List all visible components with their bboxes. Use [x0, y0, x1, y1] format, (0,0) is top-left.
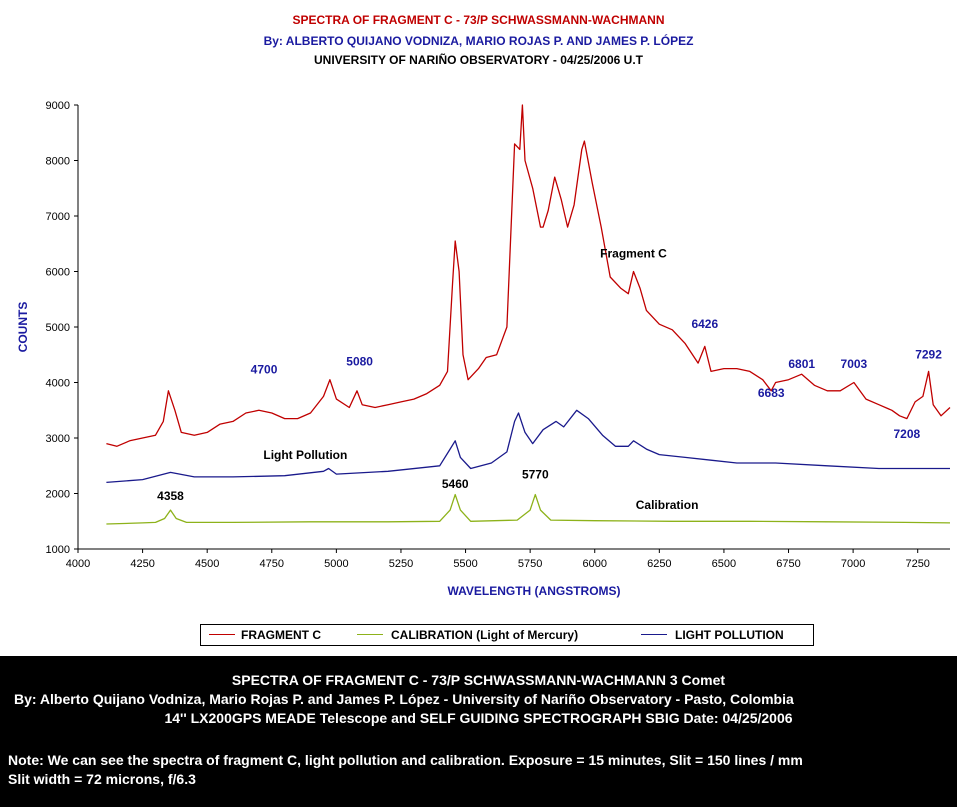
x-tick-label: 6250: [647, 558, 671, 570]
annotation-label: Fragment C: [600, 247, 667, 261]
x-tick-label: 5250: [389, 558, 413, 570]
chart-title: SPECTRA OF FRAGMENT C - 73/P SCHWASSMANN…: [292, 13, 665, 27]
annotation-label: 6801: [788, 357, 815, 371]
x-axis-title: WAVELENGTH (ANGSTROMS): [447, 584, 620, 598]
y-tick-label: 2000: [46, 489, 70, 501]
annotation-label: 6426: [691, 317, 718, 331]
x-tick-label: 5500: [453, 558, 477, 570]
footer-slit: Slit width = 72 microns, f/6.3: [8, 771, 196, 787]
y-tick-label: 1000: [46, 544, 70, 556]
annotation-label: 4700: [251, 363, 278, 377]
legend-label-fragment: FRAGMENT C: [241, 628, 321, 642]
legend-label-pollution: LIGHT POLLUTION: [675, 628, 784, 642]
x-tick-label: 6000: [582, 558, 606, 570]
annotation-label: 7208: [894, 427, 921, 441]
y-axis-title: COUNTS: [16, 302, 30, 353]
legend-swatch-calibration: [357, 634, 383, 635]
annotation-label: 5770: [522, 468, 549, 482]
legend-swatch-fragment: [209, 634, 235, 635]
spectrum-chart: 1000 2000 3000 4000 5000 6000 7000 8000 9000 4000…: [16, 100, 951, 598]
x-tick-label: 4000: [66, 558, 90, 570]
footer-note: Note: We can see the spectra of fragment…: [8, 752, 803, 768]
x-tick-label: 7000: [841, 558, 865, 570]
chart-authors: By: ALBERTO QUIJANO VODNIZA, MARIO ROJAS…: [263, 34, 694, 48]
x-tick-label: 4750: [260, 558, 284, 570]
chart-legend: FRAGMENT C CALIBRATION (Light of Mercury…: [200, 624, 814, 646]
x-tick-label: 7250: [905, 558, 929, 570]
footer-authors: By: Alberto Quijano Vodniza, Mario Rojas…: [14, 691, 794, 707]
annotation-label: Calibration: [636, 498, 699, 512]
x-tick-label: 6500: [712, 558, 736, 570]
chart-observatory: UNIVERSITY OF NARIÑO OBSERVATORY - 04/25…: [314, 53, 643, 67]
annotation-label: 4358: [157, 489, 184, 503]
x-tick-label: 5750: [518, 558, 542, 570]
x-tick-label: 4500: [195, 558, 219, 570]
footer-equipment: 14'' LX200GPS MEADE Telescope and SELF G…: [164, 710, 793, 726]
x-tick-label: 4250: [130, 558, 154, 570]
footer-title: SPECTRA OF FRAGMENT C - 73/P SCHWASSMANN…: [231, 672, 726, 688]
x-tick-label: 6750: [776, 558, 800, 570]
series-line-1: [106, 493, 951, 525]
annotation-label: 5080: [346, 354, 373, 368]
y-tick-label: 3000: [46, 433, 70, 445]
series-line-2: [106, 409, 950, 484]
x-tick-label: 5000: [324, 558, 348, 570]
legend-swatch-pollution: [641, 634, 667, 635]
annotation-label: Light Pollution: [263, 448, 347, 462]
y-tick-label: 4000: [46, 378, 70, 390]
y-tick-label: 8000: [46, 156, 70, 168]
y-tick-label: 7000: [46, 211, 70, 223]
series-line-0: [106, 104, 951, 447]
footer-panel: SPECTRA OF FRAGMENT C - 73/P SCHWASSMANN…: [0, 656, 957, 807]
annotation-label: 7292: [915, 348, 942, 362]
y-tick-label: 6000: [46, 267, 70, 279]
legend-label-calibration: CALIBRATION (Light of Mercury): [391, 628, 579, 642]
annotation-label: 5460: [442, 477, 469, 491]
annotation-label: 7003: [841, 357, 868, 371]
y-tick-label: 5000: [46, 322, 70, 334]
annotation-label: 6683: [758, 386, 785, 400]
y-tick-label: 9000: [46, 100, 70, 112]
